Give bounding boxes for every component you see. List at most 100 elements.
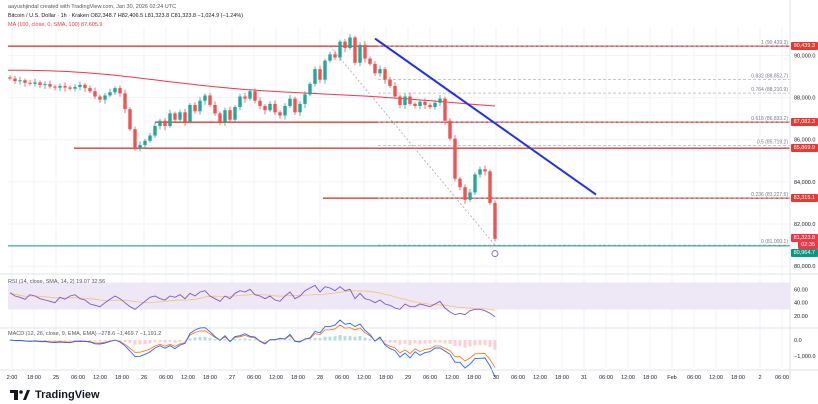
candle-body [443,98,447,121]
macd-histogram-bar [423,340,427,344]
macd-histogram-bar [203,336,207,341]
macd-legend: MACD (12, 26, close, 9, EMA, EMA) −278.6… [8,331,162,337]
macd-histogram-bar [208,337,212,341]
price-tick-label: 84,000.0 [794,180,815,186]
candle-body [363,44,367,59]
candle-body [113,88,117,93]
macd-histogram-bar [138,340,142,345]
candle-body [143,140,147,145]
candle-body [233,107,237,120]
candle-body [83,84,87,89]
candle-body [88,88,92,92]
candle-body [423,101,427,105]
time-tick-label: 12:00 [181,375,195,381]
tradingview-brand[interactable]: TradingView [10,389,100,401]
macd-histogram-bar [353,336,357,341]
rsi-tick-label: 20.00 [794,314,808,320]
candle-body [293,98,297,113]
time-tick-label: 18:00 [643,375,657,381]
macd-histogram-bar [118,340,122,341]
candle-body [473,174,477,193]
time-tick-label: 12:00 [93,375,107,381]
candle-body [48,84,52,87]
candle-body [43,84,47,86]
time-tick-label: 18:00 [555,375,569,381]
macd-histogram-bar [233,339,237,341]
price-tick-label: 90,000.0 [794,53,815,59]
time-tick-label: 18:00 [291,375,305,381]
macd-histogram-bar [253,339,257,341]
macd-histogram-bar [213,339,217,341]
macd-histogram-bar [428,340,432,344]
candle-body [328,54,332,61]
candle-body [123,93,127,110]
candle-body [73,87,77,89]
macd-histogram-bar [318,338,322,341]
price-tag: 83,315.1 [790,194,818,203]
fib-label: 1 (90,439.3) [761,40,788,46]
macd-histogram-bar [73,340,77,341]
time-tick-label: 18:00 [731,375,745,381]
macd-histogram-bar [403,340,407,344]
candle-body [128,109,132,130]
macd-histogram-bar [238,338,242,341]
candle-body [483,169,487,172]
symbol-line: Bitcoin / U.S. Dollar · 1h · Kraken O82,… [8,13,244,19]
macd-histogram-bar [368,338,372,341]
candle-body [28,82,32,84]
macd-histogram-bar [293,340,297,341]
macd-histogram-bar [433,340,437,343]
candle-body [493,202,497,239]
macd-histogram-bar [188,338,192,341]
candle-body [108,92,112,96]
candle-body [433,102,437,108]
candle-body [348,37,352,49]
candle-body [488,171,492,203]
fib-label: 0.764 (88,210.9) [751,87,788,93]
candle-body [368,58,372,64]
candle-body [398,96,402,105]
candle-body [218,113,222,122]
candle-body [8,77,12,79]
candle-body [23,80,27,83]
price-tag: 87,082.3 [790,118,818,127]
macd-histogram-bar [348,335,352,341]
candle-body [278,112,282,116]
time-tick-label: 12:00 [269,375,283,381]
candle-body [308,83,312,95]
candle-body [38,82,42,85]
macd-histogram-bar [53,340,57,342]
time-tick-label: 12:00 [357,375,371,381]
candle-body [258,100,262,106]
candle-body [178,112,182,120]
time-tick-label: 18:00 [27,375,41,381]
rsi-band [8,282,790,310]
candle-body [338,41,342,58]
macd-line [9,319,496,378]
macd-tick-label: −1,000.0 [794,354,816,360]
macd-histogram-bar [78,340,82,341]
fib-label: 0 (81,000.1) [761,239,788,245]
time-tick-label: 06:00 [335,375,349,381]
candle-body [378,69,382,74]
macd-histogram-bar [313,337,317,341]
candle-body [58,85,62,88]
time-tick-label: 2:00 [7,375,18,381]
price-tick-label: 80,000.0 [794,264,815,270]
macd-histogram-bar [408,340,412,345]
macd-histogram-bar [223,338,227,341]
time-tick-label: 18:00 [379,375,393,381]
price-axis: 90,000.0 88,000.0 86,000.0 84,000.0 82,000.0… [789,0,815,380]
time-tick-label: 12:00 [621,375,635,381]
macd-histogram-bar [328,336,332,341]
candle-body [223,110,227,122]
time-tick-label: 2 [758,375,761,381]
price-tag: 81,323.8 [790,234,818,243]
macd-histogram-bar [473,340,477,346]
time-tick-label: 25 [53,375,59,381]
candle-body [13,78,17,82]
macd-histogram-bar [98,340,102,342]
macd-histogram-bar [243,338,247,341]
candle-body [213,104,217,114]
